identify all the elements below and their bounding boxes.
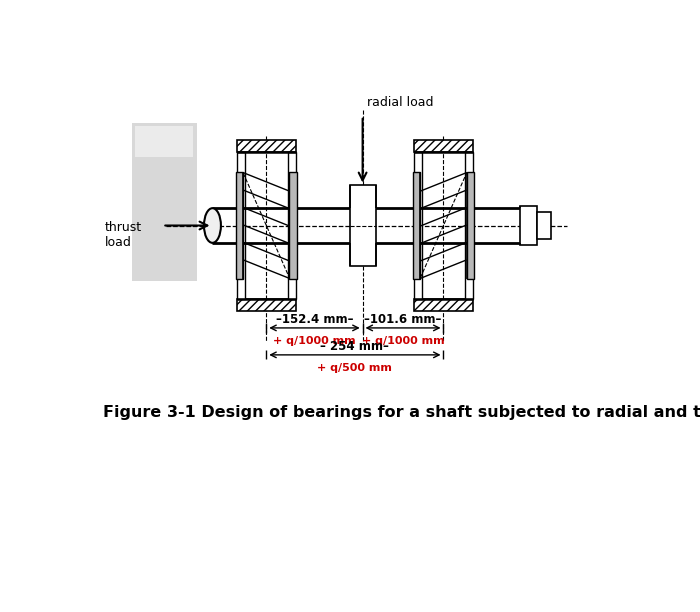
Bar bbox=[414, 152, 422, 299]
Bar bbox=[349, 185, 376, 266]
Bar bbox=[235, 171, 244, 280]
Text: –101.6 mm–: –101.6 mm– bbox=[364, 313, 442, 326]
Text: + q/500 mm: + q/500 mm bbox=[318, 363, 392, 373]
Bar bbox=[414, 299, 472, 311]
Bar bbox=[237, 140, 295, 152]
Bar bbox=[237, 299, 295, 311]
Text: – 254 mm–: – 254 mm– bbox=[321, 340, 389, 353]
Bar bbox=[414, 140, 472, 152]
Text: Figure 3-1 Design of bearings for a shaft subjected to radial and thrust loads.: Figure 3-1 Design of bearings for a shaf… bbox=[103, 405, 700, 420]
Bar bbox=[132, 124, 197, 282]
Bar bbox=[290, 171, 298, 280]
Text: radial load: radial load bbox=[368, 96, 434, 109]
Text: + q/1000 mm: + q/1000 mm bbox=[273, 336, 356, 346]
Bar bbox=[538, 212, 552, 239]
Bar bbox=[466, 171, 475, 280]
Text: + q/1000 mm: + q/1000 mm bbox=[362, 336, 444, 346]
Bar bbox=[135, 126, 193, 157]
Text: –152.4 mm–: –152.4 mm– bbox=[276, 313, 354, 326]
Bar bbox=[237, 152, 245, 299]
Bar bbox=[465, 152, 472, 299]
Text: thrust
load: thrust load bbox=[105, 221, 142, 249]
Bar bbox=[288, 152, 295, 299]
Bar bbox=[413, 171, 420, 280]
Bar bbox=[521, 206, 538, 245]
Ellipse shape bbox=[204, 208, 221, 243]
